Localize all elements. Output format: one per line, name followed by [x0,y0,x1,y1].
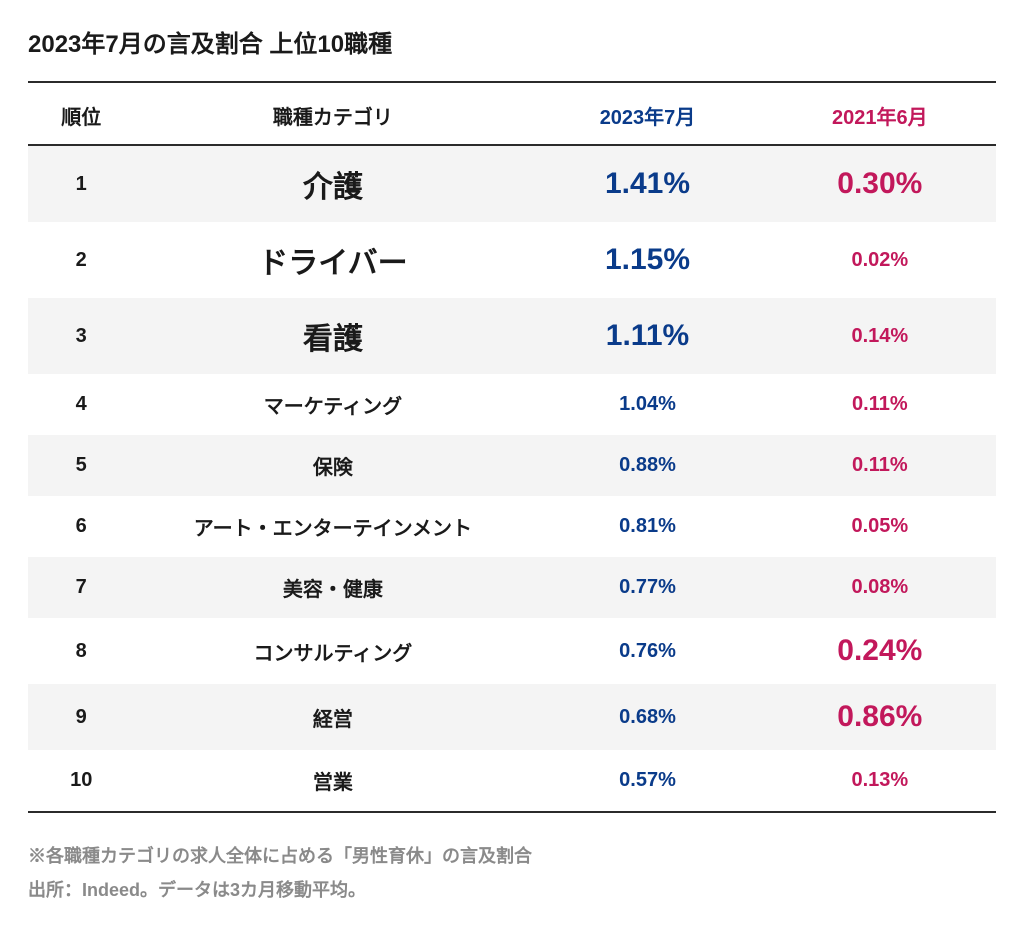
cell-current: 1.15% [531,222,763,298]
footnote-line-1: ※各職種カテゴリの求人全体に占める「男性育休」の言及割合 [28,839,996,873]
cell-current: 1.04% [531,374,763,435]
cell-rank: 8 [28,618,134,684]
cell-category: アート・エンターテインメント [134,496,531,557]
cell-rank: 6 [28,496,134,557]
col-previous-header: 2021年6月 [764,82,996,145]
cell-rank: 2 [28,222,134,298]
cell-category: 営業 [134,750,531,812]
cell-rank: 7 [28,557,134,618]
cell-category: 経営 [134,684,531,750]
cell-previous: 0.13% [764,750,996,812]
cell-category: 看護 [134,298,531,374]
table-row: 3看護1.11%0.14% [28,298,996,374]
table-row: 8コンサルティング0.76%0.24% [28,618,996,684]
cell-current: 1.11% [531,298,763,374]
cell-rank: 9 [28,684,134,750]
cell-previous: 0.08% [764,557,996,618]
cell-rank: 4 [28,374,134,435]
cell-previous: 0.11% [764,374,996,435]
col-current-header: 2023年7月 [531,82,763,145]
table-row: 7美容・健康0.77%0.08% [28,557,996,618]
table-row: 10営業0.57%0.13% [28,750,996,812]
cell-rank: 5 [28,435,134,496]
table-row: 4マーケティング1.04%0.11% [28,374,996,435]
table-row: 5保険0.88%0.11% [28,435,996,496]
cell-current: 0.68% [531,684,763,750]
cell-previous: 0.14% [764,298,996,374]
table-header-row: 順位 職種カテゴリ 2023年7月 2021年6月 [28,82,996,145]
table-row: 2ドライバー1.15%0.02% [28,222,996,298]
cell-previous: 0.86% [764,684,996,750]
cell-current: 0.88% [531,435,763,496]
col-category-header: 職種カテゴリ [134,82,531,145]
cell-category: 保険 [134,435,531,496]
cell-category: マーケティング [134,374,531,435]
table-row: 9経営0.68%0.86% [28,684,996,750]
cell-category: 介護 [134,145,531,222]
cell-rank: 10 [28,750,134,812]
cell-previous: 0.02% [764,222,996,298]
cell-current: 0.76% [531,618,763,684]
footnote: ※各職種カテゴリの求人全体に占める「男性育休」の言及割合 出所：Indeed。デ… [28,839,996,907]
cell-category: コンサルティング [134,618,531,684]
cell-current: 0.81% [531,496,763,557]
cell-current: 0.77% [531,557,763,618]
cell-current: 0.57% [531,750,763,812]
cell-previous: 0.30% [764,145,996,222]
cell-current: 1.41% [531,145,763,222]
cell-previous: 0.05% [764,496,996,557]
table-row: 1介護1.41%0.30% [28,145,996,222]
page-title: 2023年7月の言及割合 上位10職種 [28,24,996,59]
col-rank-header: 順位 [28,82,134,145]
footnote-line-2: 出所：Indeed。データは3カ月移動平均。 [28,873,996,907]
ranking-table: 順位 職種カテゴリ 2023年7月 2021年6月 1介護1.41%0.30%2… [28,81,996,813]
cell-category: 美容・健康 [134,557,531,618]
cell-rank: 3 [28,298,134,374]
table-row: 6アート・エンターテインメント0.81%0.05% [28,496,996,557]
cell-category: ドライバー [134,222,531,298]
cell-rank: 1 [28,145,134,222]
cell-previous: 0.24% [764,618,996,684]
cell-previous: 0.11% [764,435,996,496]
